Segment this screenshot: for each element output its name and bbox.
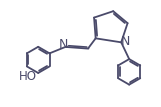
Text: N: N [121, 35, 130, 48]
Text: HO: HO [19, 71, 37, 83]
Text: N: N [59, 38, 68, 51]
